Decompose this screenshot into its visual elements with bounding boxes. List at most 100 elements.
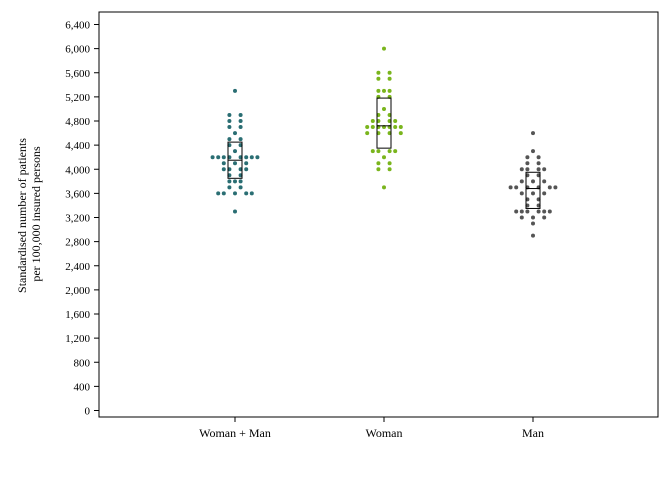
y-axis-title-line-1: Standardised number of patients	[15, 138, 29, 293]
y-tick-label: 2,400	[65, 261, 90, 273]
data-point	[514, 185, 519, 190]
y-tick-label: 4,800	[65, 116, 90, 128]
series-layer	[210, 46, 558, 238]
data-point	[221, 161, 226, 166]
data-point	[244, 161, 249, 166]
data-point	[542, 191, 547, 196]
data-point	[542, 209, 547, 214]
data-point	[255, 155, 260, 160]
data-point	[227, 125, 232, 130]
data-point	[233, 161, 237, 166]
data-point	[519, 167, 524, 172]
data-point	[393, 125, 398, 130]
series-group	[210, 88, 260, 214]
data-point	[547, 185, 552, 190]
data-point	[244, 167, 249, 172]
y-tick-label: 6,000	[65, 44, 90, 56]
data-point	[244, 191, 249, 196]
data-point	[387, 161, 392, 166]
data-point	[525, 167, 530, 172]
data-point	[393, 149, 398, 154]
data-point	[531, 221, 535, 226]
y-tick-label: 1,600	[65, 309, 90, 321]
data-point	[398, 131, 403, 136]
data-point	[542, 167, 547, 172]
data-point	[376, 161, 381, 166]
y-axis-title-line-2: per 100,000 insured persons	[29, 146, 43, 282]
data-point	[227, 112, 232, 117]
y-tick-label: 4,400	[65, 140, 90, 152]
data-point	[249, 155, 254, 160]
data-point	[233, 209, 237, 214]
y-tick-label: 3,600	[65, 188, 90, 200]
data-point	[382, 106, 386, 111]
series-group	[365, 46, 403, 190]
data-point	[221, 155, 226, 160]
data-point	[376, 149, 381, 154]
data-point	[244, 155, 249, 160]
data-point	[508, 185, 513, 190]
data-point	[525, 155, 530, 160]
y-tick-label: 0	[85, 406, 91, 418]
data-point	[536, 209, 541, 214]
data-point	[387, 167, 392, 172]
data-point	[210, 155, 215, 160]
data-point	[531, 131, 535, 136]
data-point	[547, 209, 552, 214]
data-point	[233, 191, 237, 196]
data-point	[221, 191, 226, 196]
data-point	[238, 179, 243, 184]
data-point	[376, 88, 381, 93]
y-tick-label: 2,800	[65, 237, 90, 249]
data-point	[376, 167, 381, 172]
data-point	[531, 149, 535, 154]
iqr-box	[525, 171, 541, 209]
data-point	[531, 215, 535, 220]
data-point	[370, 125, 375, 130]
series-group	[508, 131, 558, 238]
data-point	[227, 119, 232, 123]
y-axis-ticks: 0 400 800 1,200 1,600 2,000 2,400 2,800 3,200 3,6…	[65, 20, 99, 418]
y-tick-label: 5,600	[65, 68, 90, 80]
data-point	[233, 131, 237, 136]
data-point	[387, 70, 392, 75]
data-point	[542, 215, 547, 220]
data-point	[365, 125, 370, 130]
y-tick-label: 400	[74, 381, 91, 393]
data-point	[393, 119, 398, 123]
y-tick-label: 3,200	[65, 213, 90, 225]
data-point	[382, 88, 386, 93]
data-point	[382, 155, 386, 160]
data-point	[376, 76, 381, 81]
data-point	[519, 191, 524, 196]
data-point	[249, 191, 254, 196]
data-point	[365, 131, 370, 136]
data-point	[233, 88, 237, 93]
data-point	[387, 76, 392, 81]
data-point	[531, 191, 535, 196]
y-tick-label: 2,000	[65, 285, 90, 297]
x-category-label: Woman + Man	[199, 426, 271, 440]
data-point	[382, 46, 386, 51]
iqr-box	[376, 97, 392, 149]
data-point	[216, 155, 221, 160]
data-point	[227, 179, 232, 184]
data-point	[227, 185, 232, 190]
y-tick-label: 1,200	[65, 333, 90, 345]
data-point	[525, 161, 530, 166]
data-point	[216, 191, 221, 196]
data-point	[238, 119, 243, 123]
y-axis-title: Standardised number of patients per 100,…	[15, 135, 43, 293]
x-category-label: Woman	[365, 426, 402, 440]
data-point	[531, 179, 535, 184]
data-point	[514, 209, 519, 214]
x-category-label: Man	[522, 426, 544, 440]
y-tick-label: 4,000	[65, 164, 90, 176]
data-point	[238, 185, 243, 190]
data-point	[536, 167, 541, 172]
data-point	[233, 149, 237, 154]
y-tick-label: 6,400	[65, 20, 90, 32]
data-point	[536, 161, 541, 166]
data-point	[238, 137, 243, 142]
data-point	[531, 233, 535, 238]
